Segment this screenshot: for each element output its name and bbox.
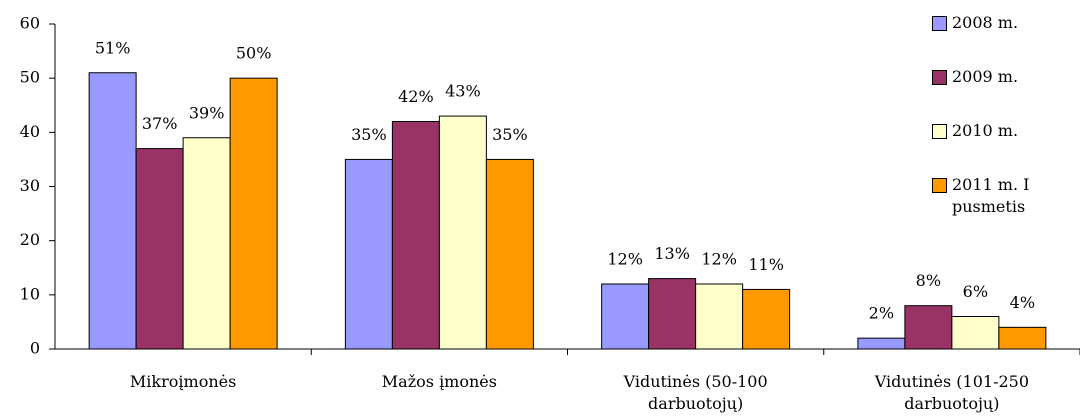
bar — [391, 121, 440, 350]
bar — [182, 137, 231, 350]
bar — [88, 72, 137, 350]
legend-entry: 2010 m. — [932, 120, 1062, 142]
legend-swatch — [932, 124, 947, 139]
bar — [998, 326, 1047, 350]
value-label: 8% — [916, 271, 941, 290]
bar — [695, 283, 744, 350]
value-label: 12% — [701, 250, 737, 269]
legend-swatch — [932, 178, 947, 193]
value-label: 13% — [654, 244, 690, 263]
bar — [438, 115, 487, 350]
bar — [135, 148, 184, 350]
x-tick-label: Mažos įmonės — [381, 372, 497, 391]
y-tick-label: 50 — [20, 68, 40, 87]
x-tick-label: Vidutinės (50-100 darbuotojų) — [623, 372, 768, 413]
y-tick-label: 10 — [20, 284, 40, 303]
bar — [742, 288, 791, 350]
legend-entry: 2008 m. — [932, 12, 1062, 34]
value-label: 37% — [142, 114, 178, 133]
value-label: 6% — [963, 282, 988, 301]
value-label: 42% — [398, 87, 434, 106]
value-label: 50% — [236, 44, 272, 63]
bar — [229, 77, 278, 350]
value-label: 4% — [1010, 293, 1035, 312]
y-tick-label: 20 — [20, 230, 40, 249]
x-tick-label: Vidutinės (101-250 darbuotojų) — [874, 372, 1030, 413]
bar — [857, 337, 906, 350]
y-tick-label: 30 — [20, 176, 40, 195]
value-label: 51% — [95, 38, 131, 57]
bar — [951, 316, 1000, 350]
bar — [344, 158, 393, 350]
value-label: 43% — [445, 82, 481, 101]
y-tick-label: 0 — [30, 339, 40, 358]
legend-entry: 2011 m. I pusmetis — [932, 174, 1062, 218]
value-label: 11% — [748, 255, 784, 274]
legend-swatch — [932, 16, 947, 31]
bar — [904, 305, 953, 350]
x-tick-label: Mikroįmonės — [129, 372, 237, 391]
bar — [648, 278, 697, 350]
legend-entry: 2009 m. — [932, 66, 1062, 88]
legend-swatch — [932, 70, 947, 85]
value-label: 2% — [869, 304, 894, 323]
value-label: 12% — [607, 250, 643, 269]
bar — [485, 158, 534, 350]
value-label: 35% — [492, 125, 528, 144]
y-tick-label: 60 — [20, 14, 40, 33]
y-tick-label: 40 — [20, 122, 40, 141]
value-label: 35% — [351, 125, 387, 144]
value-label: 39% — [189, 103, 225, 122]
bar — [601, 283, 650, 350]
